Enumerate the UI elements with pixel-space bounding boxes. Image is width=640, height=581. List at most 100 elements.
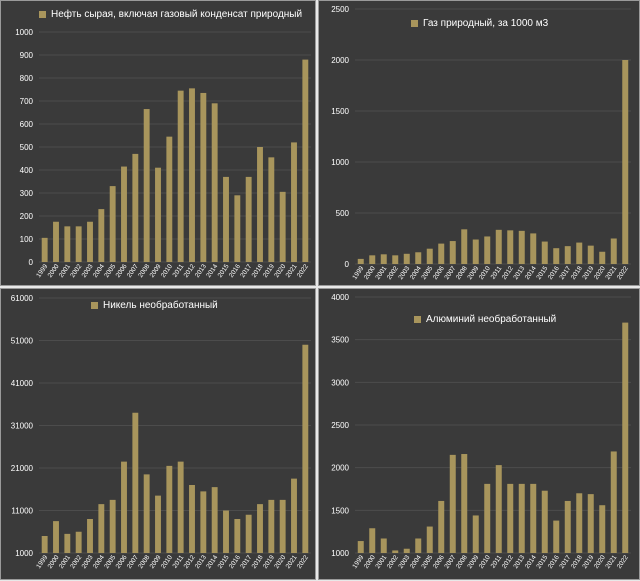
y-tick-label: 21000 [11, 464, 34, 473]
chart-panel-aluminium: 1000 1500 2000 2500 3000 3500 4000 1999 2000 2001… [318, 288, 640, 580]
bar [87, 519, 93, 553]
bar [132, 412, 139, 553]
bar [553, 520, 560, 553]
bar [622, 322, 629, 553]
bar [484, 483, 491, 553]
bar [438, 500, 445, 553]
bar [507, 230, 514, 264]
chart-svg: 1000110002100031000410005100061000199920… [11, 294, 311, 570]
bar [438, 243, 445, 264]
bar [518, 483, 525, 553]
bar [41, 536, 48, 553]
legend-swatch [91, 302, 98, 309]
y-tick-label: 100 [20, 235, 34, 244]
bar [380, 538, 387, 553]
bar [291, 142, 297, 262]
bar [518, 230, 525, 264]
bar [415, 252, 422, 264]
bar [279, 499, 286, 553]
bar [472, 239, 479, 264]
bar [599, 251, 606, 264]
chart-panel-gas: 0 500 1000 1500 2000 2500 1999 2000 2001 2002 2003… [318, 0, 640, 286]
bar [64, 533, 71, 553]
y-tick-label: 1000 [15, 28, 33, 37]
bar [530, 233, 537, 264]
bar [109, 499, 116, 553]
bar [98, 504, 105, 553]
legend: Никель необработанный [91, 300, 218, 311]
y-tick-label: 1000 [15, 549, 33, 558]
bar [599, 505, 606, 553]
y-tick-label: 300 [20, 189, 34, 198]
legend: Алюминий необработанный [414, 314, 556, 325]
y-tick-label: 1000 [331, 549, 349, 558]
bar [245, 176, 252, 262]
y-tick-label: 61000 [11, 294, 34, 303]
bar [200, 92, 207, 262]
bar [622, 60, 629, 264]
bar [564, 500, 571, 553]
chart-panel-oil: 0 100 200 300 400 500 600 700 800 900 1000 1999 2000… [0, 0, 316, 286]
y-tick-label: 4000 [331, 293, 349, 302]
bar [177, 90, 184, 263]
bar [587, 494, 594, 553]
bar [155, 495, 161, 553]
bar [302, 59, 309, 262]
y-tick-label: 31000 [11, 422, 34, 431]
x-tick-label: 2022 [616, 265, 630, 281]
y-tick-label: 2500 [331, 421, 349, 430]
bar [268, 157, 275, 262]
x-tick-label: 2022 [296, 554, 310, 570]
bar [257, 147, 263, 262]
bar [530, 483, 537, 553]
chart-svg: 0500100015002000250019992000200120022003… [331, 5, 631, 281]
y-tick-label: 2000 [331, 464, 349, 473]
legend: Нефть сырая, включая газовый конденсат п… [39, 9, 302, 20]
bar [245, 514, 252, 553]
y-tick-label: 1500 [331, 506, 349, 515]
bar [553, 248, 560, 264]
bar [200, 491, 207, 553]
bar [177, 461, 184, 553]
bar [576, 493, 583, 553]
legend-label: Алюминий необработанный [426, 314, 557, 325]
chart-svg: 1000150020002500300035004000199920002001… [331, 293, 631, 570]
bar [564, 246, 571, 264]
x-tick-label: 2010 [160, 263, 174, 279]
legend: Газ природный, за 1000 м3 [411, 18, 548, 29]
bar [279, 191, 286, 262]
bar [121, 461, 127, 553]
bar [75, 531, 82, 553]
y-tick-label: 1000 [331, 158, 349, 167]
y-tick-label: 3500 [331, 336, 349, 345]
bar [53, 221, 59, 262]
legend-swatch [414, 316, 421, 323]
bar [576, 242, 583, 264]
y-tick-label: 600 [20, 120, 34, 129]
bar [369, 255, 376, 264]
bar [155, 167, 161, 262]
bar [610, 451, 617, 553]
bar [415, 538, 422, 553]
bar [143, 109, 150, 262]
x-tick-label: 2010 [478, 554, 492, 570]
bar [223, 176, 229, 262]
y-tick-label: 11000 [11, 507, 33, 516]
bar [234, 195, 241, 262]
bar [369, 528, 376, 553]
bar [461, 454, 468, 553]
chart-panel-nickel: 1000 11000 21000 31000 41000 51000 61000 1999 20… [0, 288, 316, 580]
bar [449, 454, 456, 553]
bar [291, 478, 297, 553]
y-tick-label: 500 [336, 209, 350, 218]
y-tick-label: 1500 [331, 107, 349, 116]
y-tick-label: 2500 [331, 5, 349, 14]
y-tick-label: 200 [20, 212, 34, 221]
y-tick-label: 500 [20, 143, 34, 152]
bar [541, 241, 548, 264]
x-tick-label: 2010 [478, 265, 492, 281]
bar [166, 136, 173, 262]
bar [257, 504, 263, 553]
bar [357, 258, 364, 264]
